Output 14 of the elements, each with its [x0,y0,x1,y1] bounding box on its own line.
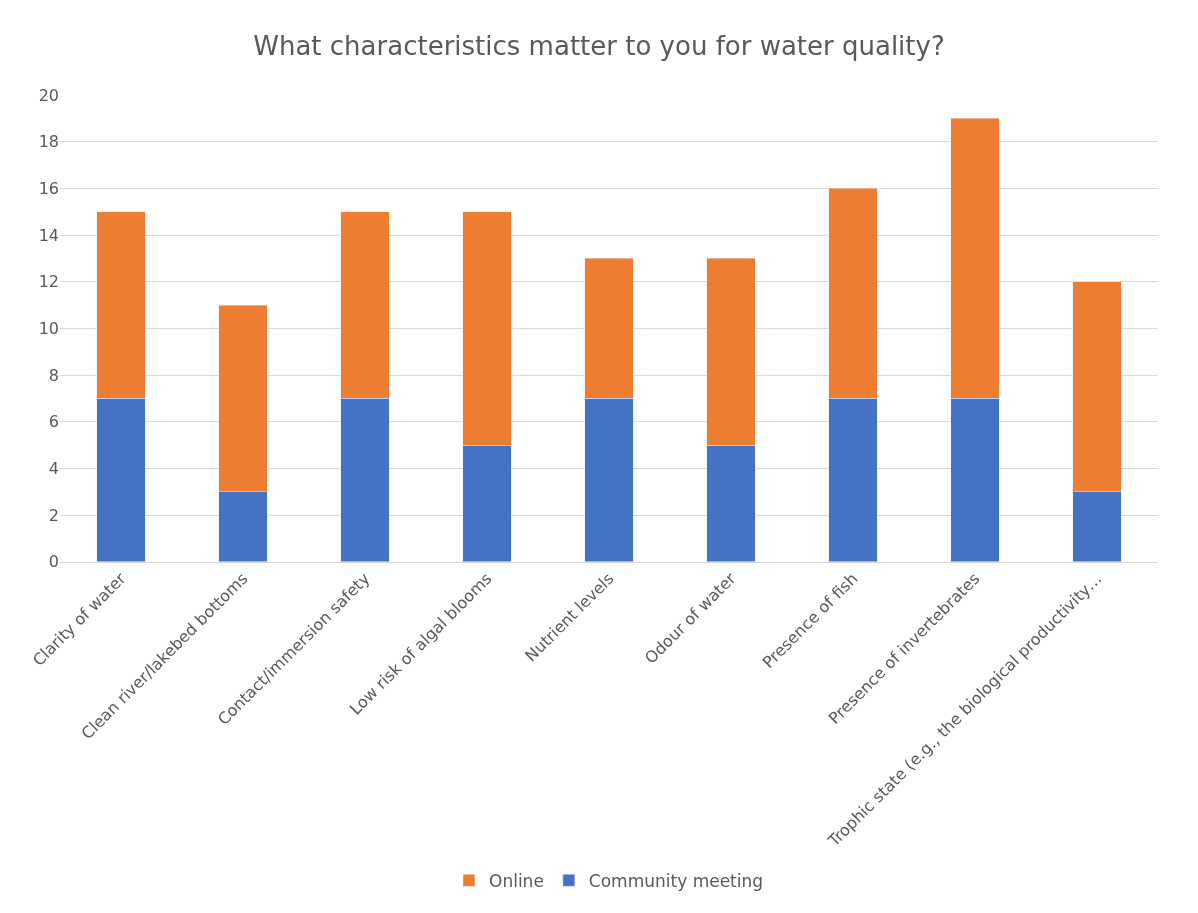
y-tick-label: 0 [48,552,59,572]
y-tick-label: 6 [48,412,59,432]
y-tick-label: 18 [38,132,59,152]
y-tick-label: 4 [48,459,59,479]
y-tick-label: 8 [48,365,59,385]
y-tick-label: 16 [38,178,59,198]
chart-title: What characteristics matter to you for water quality? [253,30,945,61]
legend-label: Community meeting [588,870,764,891]
y-tick-label: 12 [38,272,59,292]
y-tick-label: 14 [38,225,59,245]
y-tick-label: 2 [48,505,59,525]
y-tick-label: 20 [38,85,59,105]
y-tick-label: 10 [38,318,59,338]
legend-label: Online [489,870,544,891]
